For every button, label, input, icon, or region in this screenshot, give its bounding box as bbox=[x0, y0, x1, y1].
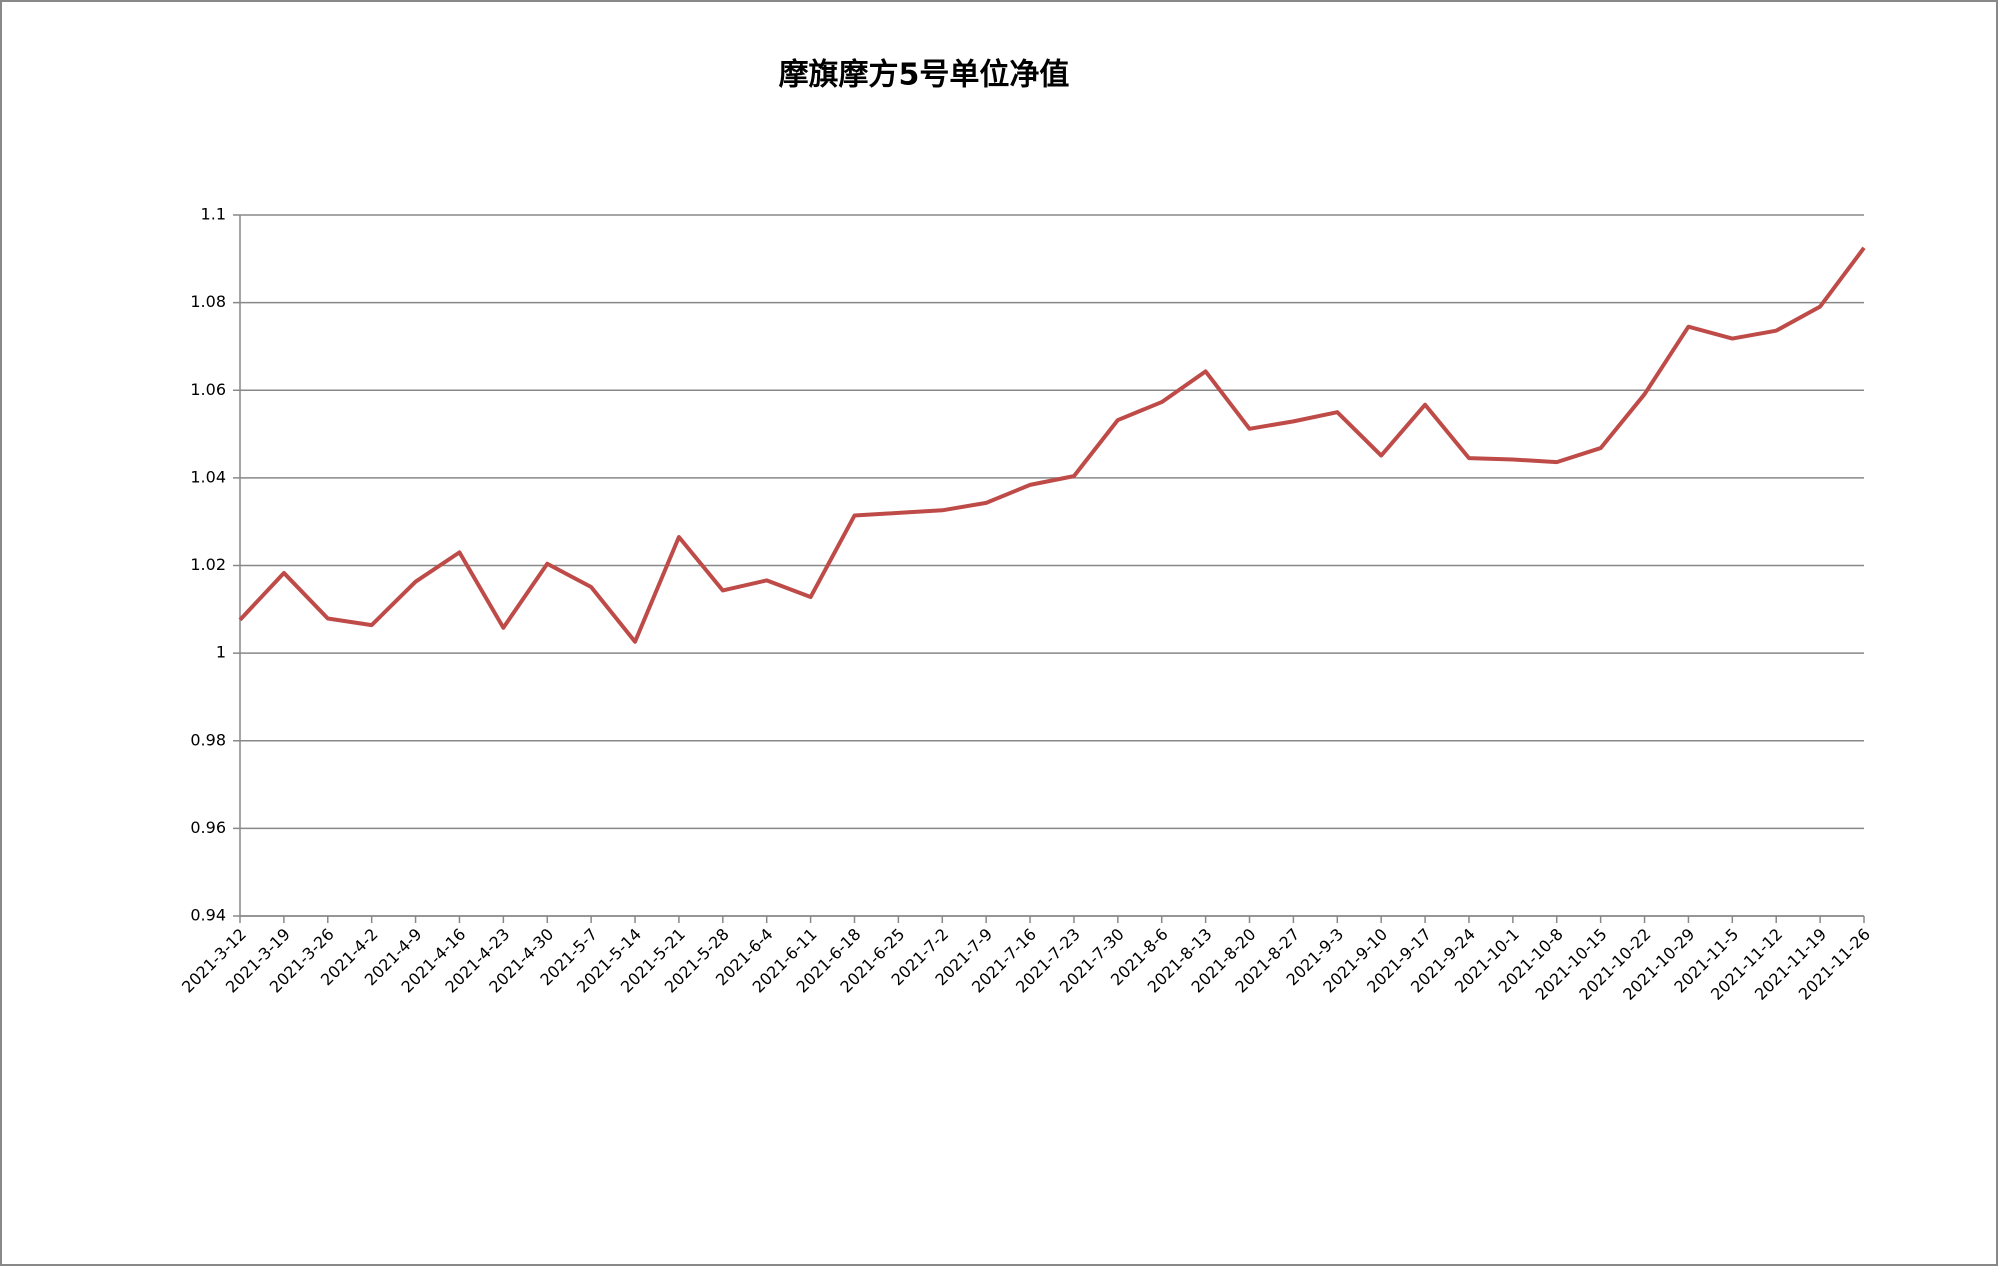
y-tick-label: 1 bbox=[216, 643, 226, 662]
y-tick-label: 0.94 bbox=[190, 906, 226, 925]
y-tick-label: 1.1 bbox=[201, 205, 226, 224]
y-tick-label: 0.96 bbox=[190, 818, 226, 837]
y-tick-label: 1.08 bbox=[190, 292, 226, 311]
y-tick-label: 1.04 bbox=[190, 467, 226, 486]
y-tick-label: 1.06 bbox=[190, 380, 226, 399]
y-tick-label: 1.02 bbox=[190, 555, 226, 574]
y-tick-label: 0.98 bbox=[190, 730, 226, 749]
data-line bbox=[238, 246, 1866, 644]
chart-title: 摩旗摩方5号单位净值 bbox=[779, 58, 1070, 93]
